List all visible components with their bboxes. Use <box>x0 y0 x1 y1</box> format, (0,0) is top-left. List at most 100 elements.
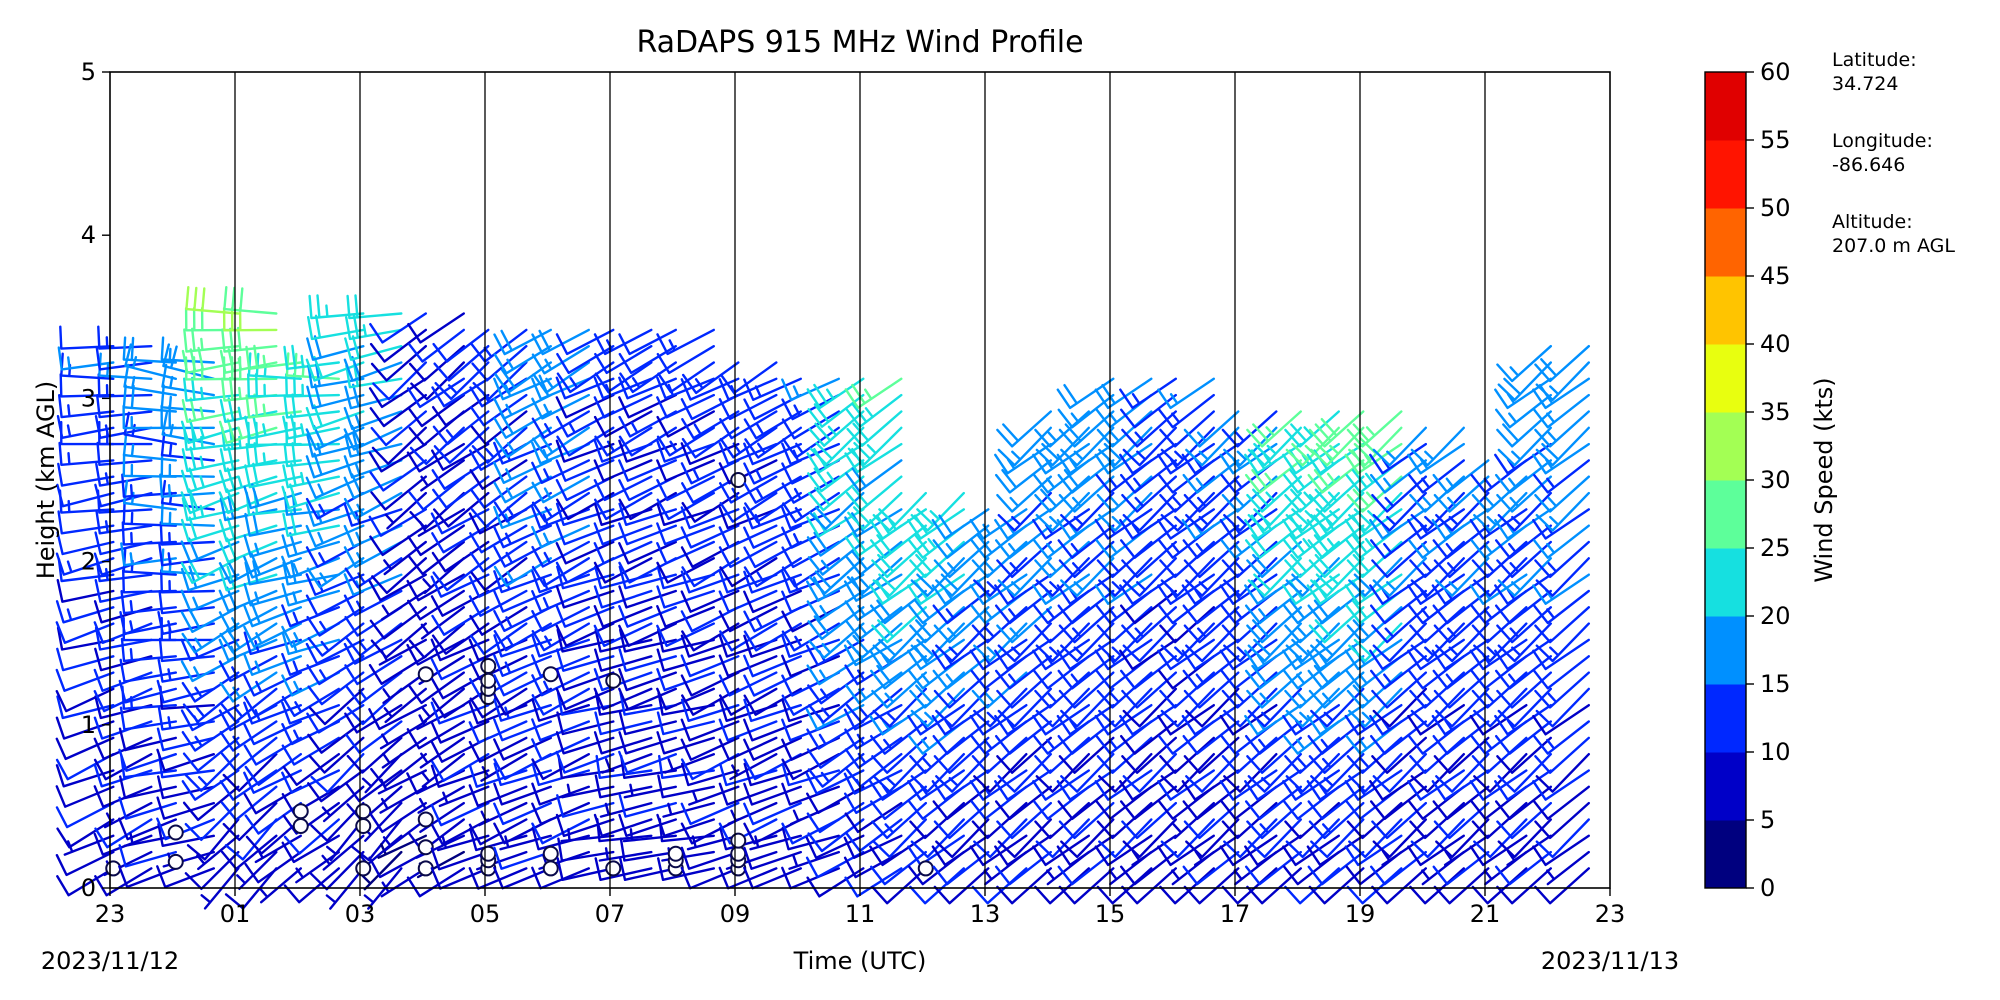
wind-barb <box>1245 589 1302 625</box>
wind-barb <box>160 336 215 364</box>
wind-barb <box>531 801 590 826</box>
wind-barb <box>471 491 528 528</box>
wind-barb <box>1058 606 1115 644</box>
wind-barb <box>681 491 740 523</box>
wind-barb <box>1346 410 1403 448</box>
wind-barb <box>281 604 340 628</box>
wind-barb <box>1533 393 1590 429</box>
wind-barb <box>381 589 427 621</box>
wind-barb <box>781 698 840 723</box>
calm-marker <box>355 803 372 820</box>
colorbar-band <box>1705 344 1746 413</box>
wind-barb <box>656 475 715 502</box>
wind-barb <box>1119 638 1177 671</box>
wind-barb <box>743 698 802 723</box>
wind-barb <box>656 491 715 521</box>
wind-barb <box>531 540 590 568</box>
wind-barb <box>1034 606 1090 644</box>
wind-barb <box>1246 671 1302 709</box>
wind-barb <box>743 524 802 549</box>
wind-barb <box>1308 801 1365 840</box>
wind-barb <box>310 753 365 794</box>
wind-barb <box>531 328 590 356</box>
wind-barb <box>1307 785 1365 820</box>
wind-barb <box>845 459 903 493</box>
wind-barb <box>932 524 990 559</box>
wind-barb <box>1370 785 1427 820</box>
wind-barb <box>997 557 1052 597</box>
wind-barb <box>259 867 302 904</box>
wind-barb <box>283 818 340 855</box>
wind-barb <box>122 432 177 462</box>
wind-barb <box>379 720 427 750</box>
wind-barb <box>1532 704 1590 736</box>
wind-barb <box>1245 655 1302 690</box>
wind-barb <box>1532 769 1590 801</box>
wind-barb <box>1034 801 1090 840</box>
latitude-label: Latitude: <box>1832 49 1917 71</box>
colorbar-band <box>1705 208 1746 277</box>
wind-barb <box>1244 834 1302 867</box>
wind-barb <box>656 328 715 356</box>
wind-barb <box>806 867 865 898</box>
wind-barb <box>494 426 552 459</box>
wind-barb <box>1157 377 1215 410</box>
wind-barb <box>1057 589 1115 625</box>
wind-barb <box>594 857 653 881</box>
wind-barb <box>556 565 615 590</box>
wind-barb <box>1182 459 1240 494</box>
wind-barb <box>657 857 715 881</box>
wind-barb <box>1310 622 1365 663</box>
wind-barb <box>1310 753 1365 793</box>
wind-barb <box>345 769 403 803</box>
wind-barb <box>1371 475 1427 513</box>
wind-barb <box>56 818 115 849</box>
wind-barb <box>1534 410 1590 448</box>
wind-barb <box>1181 769 1240 801</box>
wind-barb <box>1157 508 1215 540</box>
wind-barb <box>531 718 590 742</box>
wind-barb <box>870 524 927 559</box>
wind-barb <box>594 491 653 521</box>
date-end-label: 2023/11/13 <box>1541 947 1679 975</box>
colorbar-tick-label: 60 <box>1760 58 1791 86</box>
wind-barb <box>909 671 965 709</box>
wind-barb <box>555 540 615 565</box>
wind-barb <box>618 328 677 356</box>
wind-barb <box>1495 720 1552 755</box>
wind-barb <box>118 865 177 889</box>
wind-barb <box>561 783 615 799</box>
wind-barb <box>222 753 278 792</box>
wind-barb <box>344 704 403 734</box>
wind-barb <box>406 720 465 750</box>
wind-barb <box>805 769 865 795</box>
wind-barb <box>1219 834 1278 867</box>
wind-barb <box>493 866 552 890</box>
wind-barb <box>1535 426 1590 467</box>
wind-barb <box>182 687 240 723</box>
wind-barb <box>181 495 240 522</box>
wind-barb <box>1534 801 1590 840</box>
wind-barb <box>618 668 677 692</box>
wind-barb <box>556 648 615 672</box>
wind-barb <box>994 769 1052 801</box>
wind-barb <box>468 784 528 808</box>
wind-barb <box>680 736 740 761</box>
wind-barb <box>781 718 840 742</box>
wind-barb <box>1308 475 1365 513</box>
wind-barb <box>618 585 677 609</box>
wind-barb <box>871 867 927 905</box>
wind-barb <box>594 361 653 394</box>
wind-barb <box>1122 557 1177 597</box>
wind-barb <box>1182 850 1240 886</box>
wind-barb <box>245 393 302 419</box>
wind-barb <box>59 325 115 350</box>
wind-barb <box>1058 540 1115 578</box>
wind-barb <box>688 785 740 806</box>
wind-barb <box>743 801 802 826</box>
wind-barb <box>406 377 465 409</box>
wind-barb <box>807 606 865 641</box>
wind-barb <box>1159 410 1215 448</box>
wind-barb <box>1245 459 1302 494</box>
colorbar-band <box>1705 616 1746 685</box>
